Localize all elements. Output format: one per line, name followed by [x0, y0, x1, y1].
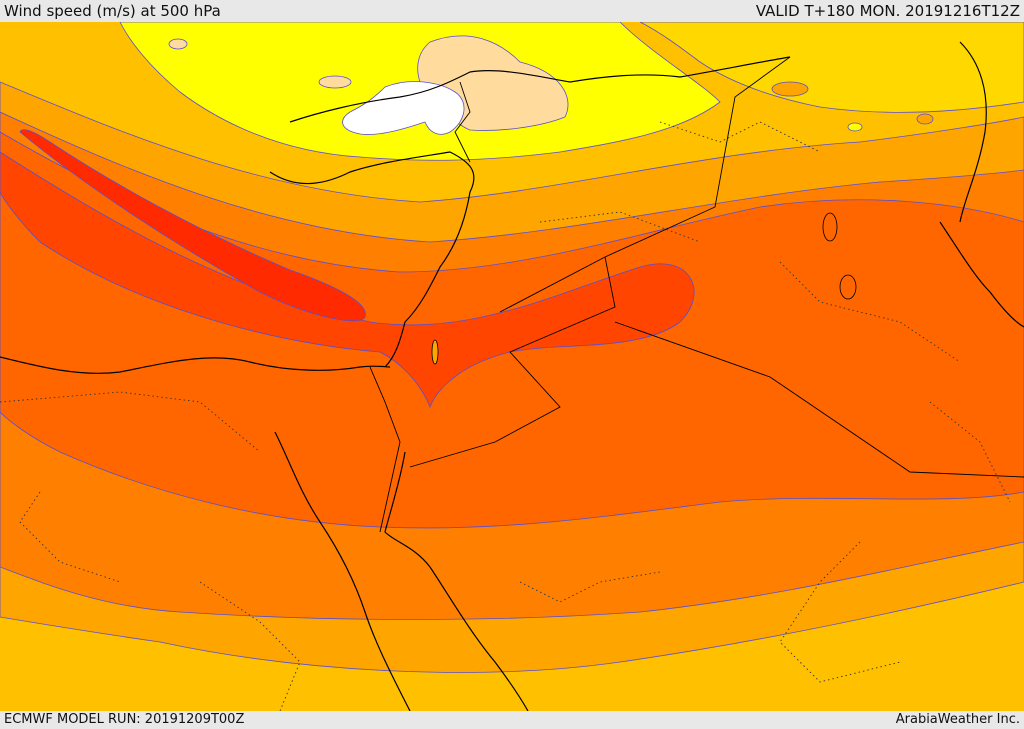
field-spot: [168, 38, 188, 50]
admin-line: [199, 581, 301, 711]
header-bar: Wind speed (m/s) at 500 hPa VALID T+180 …: [0, 0, 1024, 22]
field-red-jet-core: [19, 129, 366, 322]
nile-red-sea-west: [274, 431, 411, 711]
border-line: [369, 366, 401, 533]
admin-line: [929, 401, 1011, 503]
field-spot: [847, 122, 863, 132]
border-line: [614, 321, 1024, 478]
model-run-label: ECMWF MODEL RUN: 20191209T00Z: [4, 712, 245, 727]
lake: [839, 274, 857, 300]
field-gold-north: [639, 22, 1024, 113]
admin-line: [779, 541, 901, 683]
red-sea-east: [384, 451, 529, 711]
credit-label: ArabiaWeather Inc.: [895, 712, 1020, 727]
footer-bar: ECMWF MODEL RUN: 20191209T00Z ArabiaWeat…: [0, 711, 1024, 729]
map-title: Wind speed (m/s) at 500 hPa: [4, 2, 221, 20]
north-africa-coast: [0, 356, 391, 374]
black-sea-coast: [289, 56, 791, 123]
persian-gulf-coast: [939, 221, 1024, 328]
field-spot: [318, 75, 352, 89]
border-line: [499, 56, 791, 313]
admin-line: [19, 491, 121, 583]
caspian-coast: [959, 41, 987, 223]
admin-line: [779, 261, 961, 363]
field-spot: [771, 81, 809, 97]
field-white: [342, 81, 465, 135]
field-spot: [916, 113, 934, 125]
border-line: [454, 81, 471, 163]
coastlines: [0, 41, 1024, 711]
turkey-south-coast: [269, 151, 475, 193]
levant-coast: [384, 191, 471, 368]
country-borders: [369, 56, 1024, 533]
admin-line: [659, 121, 821, 153]
admin-boundaries: [0, 121, 1011, 711]
lake: [822, 212, 838, 242]
field-red-orange: [0, 151, 695, 409]
valid-time: VALID T+180 MON. 20191216T12Z: [755, 2, 1020, 20]
border-line: [409, 256, 616, 468]
lake: [431, 339, 439, 365]
wind-speed-map: [0, 22, 1024, 711]
